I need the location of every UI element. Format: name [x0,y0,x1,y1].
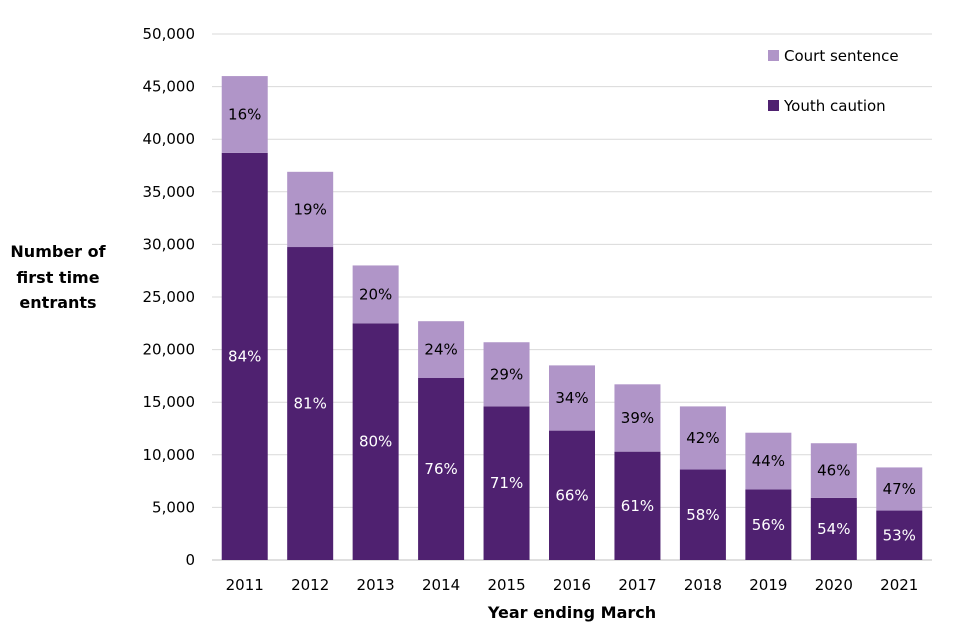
y-tick-label: 15,000 [143,393,196,411]
data-label: 58% [686,506,719,524]
x-tick-label: 2016 [553,576,591,594]
x-axis-ticks: 2011 2012 2013 2014 2015 2016 2017 2018 2019 2020… [226,576,919,594]
data-label: 39% [621,409,654,427]
bar-court-sentence [614,384,661,452]
bar-youth-caution [352,323,399,560]
y-axis-title-line-3: entrants [19,293,96,312]
y-axis-title-line-1: Number of [10,242,106,261]
x-tick-label: 2021 [880,576,918,594]
data-label: 42% [686,429,719,447]
y-tick-label: 50,000 [143,25,196,43]
data-label: 54% [817,520,850,538]
bar-court-sentence [287,171,334,248]
data-label: 24% [424,341,457,359]
data-label: 16% [228,105,261,123]
bar-youth-caution [745,489,792,560]
y-tick-label: 25,000 [143,288,196,306]
bar-youth-caution [483,406,530,560]
bar-youth-caution [679,469,726,560]
x-tick-label: 2011 [226,576,264,594]
bar-youth-caution [614,451,661,560]
legend: Court sentence Youth caution [768,47,899,115]
bar-court-sentence [876,467,923,511]
data-label: 44% [752,452,785,470]
y-tick-label: 20,000 [143,341,196,359]
bar-court-sentence [221,76,268,153]
bars: 84% 16% 81% 19% 80% 20% 76% 24% 71% 29% 66% 34% 61% 3… [221,76,923,560]
bar-court-sentence [745,432,792,490]
data-label: 19% [294,200,327,218]
bar-youth-caution [418,378,465,560]
x-axis-title: Year ending March [487,603,656,622]
x-tick-label: 2015 [487,576,525,594]
data-label: 61% [621,497,654,515]
y-axis-ticks: 0 5,000 10,000 15,000 20,000 25,000 30,000 35,0… [143,25,196,569]
data-label: 80% [359,433,392,451]
data-label: 66% [555,486,588,504]
bar-youth-caution [876,510,923,560]
bar-youth-caution [810,497,857,560]
data-label: 81% [294,395,327,413]
bar-court-sentence [352,265,399,324]
bar-youth-caution [221,152,268,560]
y-tick-label: 30,000 [143,235,196,253]
bar-court-sentence [810,443,857,498]
y-axis-title-line-2: first time [16,268,99,287]
x-tick-label: 2017 [618,576,656,594]
legend-label-court-sentence: Court sentence [784,47,899,65]
y-tick-label: 45,000 [143,78,196,96]
data-label: 20% [359,285,392,303]
x-tick-label: 2019 [749,576,787,594]
legend-label-youth-caution: Youth caution [783,97,886,115]
data-label: 47% [883,480,916,498]
bar-youth-caution [287,247,334,560]
legend-swatch-youth-caution [768,100,779,111]
data-label: 56% [752,516,785,534]
bar-court-sentence [418,321,465,379]
data-label: 29% [490,365,523,383]
data-label: 71% [490,474,523,492]
bar-court-sentence [549,365,595,431]
data-label: 46% [817,462,850,480]
x-tick-label: 2013 [357,576,395,594]
y-tick-label: 0 [185,551,195,569]
bar-court-sentence [483,342,530,407]
bar-court-sentence [679,406,726,470]
legend-swatch-court-sentence [768,50,779,61]
bar-youth-caution [549,430,595,560]
y-tick-label: 5,000 [152,498,195,516]
data-label: 76% [424,460,457,478]
y-tick-label: 40,000 [143,130,196,148]
data-label: 34% [555,389,588,407]
y-tick-label: 10,000 [143,446,196,464]
data-label: 84% [228,347,261,365]
x-tick-label: 2018 [684,576,722,594]
x-tick-label: 2014 [422,576,460,594]
x-tick-label: 2012 [291,576,329,594]
x-tick-label: 2020 [815,576,853,594]
y-tick-label: 35,000 [143,183,196,201]
data-label: 53% [883,526,916,544]
